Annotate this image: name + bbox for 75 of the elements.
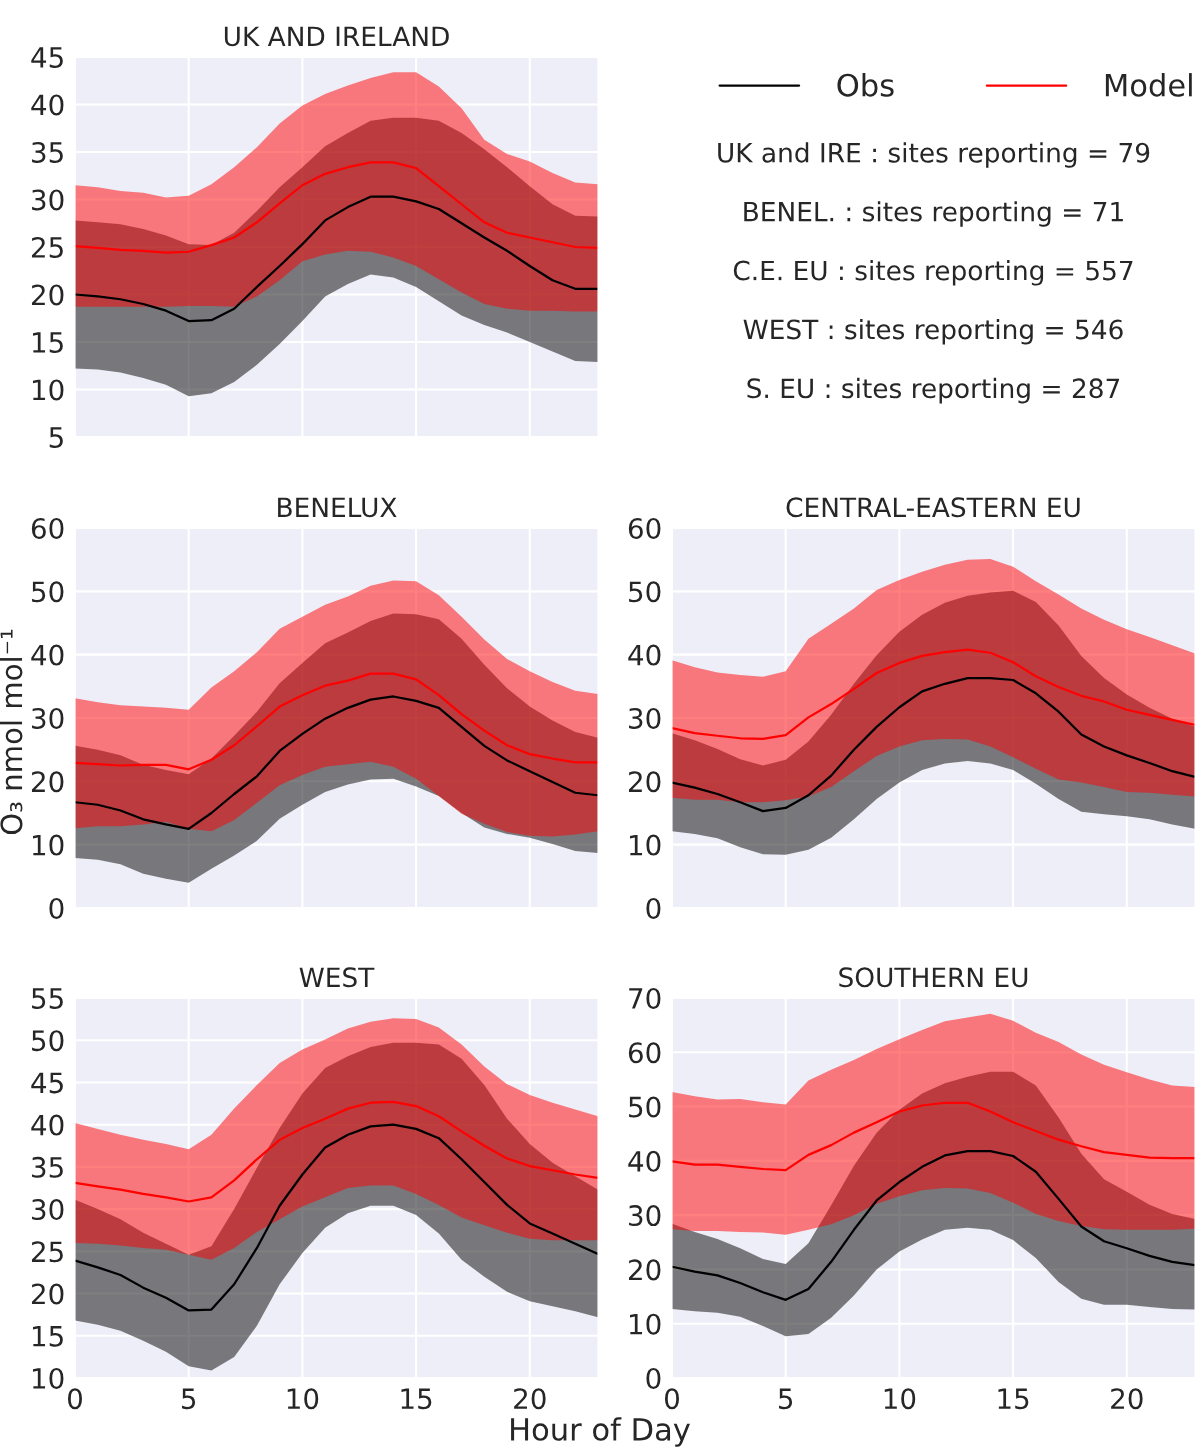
y-tick-label: 40 (628, 644, 661, 666)
line-series (672, 676, 1195, 813)
y-tick-label: 60 (31, 517, 64, 539)
y-tick-label: 0 (646, 1367, 661, 1389)
y-tick-label: 20 (31, 1283, 64, 1305)
y-tick-label: 30 (629, 1205, 661, 1227)
y-tick-label: 30 (629, 707, 661, 729)
y-tick-label: 10 (32, 834, 64, 856)
legend-label: Model (1105, 73, 1192, 97)
x-tick-label: 20 (514, 1388, 546, 1410)
y-tick-label: 0 (646, 897, 661, 919)
x-tick-label: 5 (182, 1388, 196, 1410)
y-tick-label: 10 (32, 1367, 64, 1389)
y-tick-label: 30 (32, 1199, 64, 1221)
y-tick-label: 20 (31, 284, 64, 306)
y-tick-label: 40 (31, 644, 64, 666)
x-tick-label: 10 (884, 1388, 916, 1410)
y-tick-label: 45 (31, 1072, 63, 1094)
y-tick-label: 50 (629, 581, 661, 603)
y-tick-label: 30 (32, 707, 64, 729)
y-tick-label: 5 (49, 427, 63, 448)
y-tick-label: 40 (31, 1114, 64, 1136)
line-series (75, 672, 598, 771)
y-tick-label: 25 (31, 236, 63, 258)
chart-title: BENELUX (278, 497, 397, 518)
text: C.E. EU : sites reporting = 557 (733, 260, 1133, 286)
line-series (672, 648, 1195, 741)
y-tick-label: 60 (628, 1042, 661, 1064)
y-tick-label: 20 (31, 771, 64, 793)
line-series (75, 1100, 598, 1203)
y-tick-label: 15 (32, 1326, 63, 1347)
y-tick-label: 10 (32, 379, 64, 401)
x-tick-label: 0 (67, 1388, 82, 1410)
y-tick-label: 35 (32, 1156, 63, 1178)
y-tick-label: 10 (629, 1313, 661, 1335)
chart-title: SOUTHERN EU (839, 967, 1028, 988)
y-tick-label: 50 (629, 1096, 661, 1118)
y-tick-label: 30 (32, 189, 64, 211)
y-tick-label: 20 (628, 1259, 661, 1281)
y-tick-label: 15 (32, 332, 63, 353)
chart-title: CENTRAL-EASTERN EU (786, 497, 1080, 518)
y-tick-label: 40 (31, 94, 64, 116)
x-tick-label: 15 (401, 1388, 432, 1410)
x-tick-label: 15 (998, 1388, 1029, 1410)
y-tick-label: 0 (49, 897, 64, 919)
x-tick-label: 5 (779, 1388, 793, 1410)
x-tick-label: 10 (287, 1388, 319, 1410)
y-tick-label: 40 (628, 1150, 661, 1172)
line-series (75, 695, 598, 830)
y-tick-label: 25 (31, 1241, 63, 1263)
y-tick-label: 60 (628, 517, 661, 539)
y-tick-label: 70 (629, 987, 661, 1009)
chart-title: WEST (299, 967, 375, 988)
y-tick-label: 50 (32, 581, 64, 603)
x-tick-label: 0 (664, 1388, 679, 1410)
text: UK and IRE : sites reporting = 79 (718, 142, 1150, 168)
y-tick-label: 35 (32, 141, 63, 163)
text: S. EU : sites reporting = 287 (747, 377, 1120, 404)
x-axis-title: Hour of Day (511, 1417, 690, 1447)
line-series (672, 1101, 1195, 1172)
line-series (672, 1149, 1195, 1301)
y-tick-label: 45 (31, 47, 63, 68)
legend-label: Obs (837, 73, 894, 97)
y-tick-label: 10 (629, 834, 661, 856)
y-tick-label: 55 (32, 988, 63, 1009)
line-series (75, 1123, 598, 1312)
x-tick-label: 20 (1111, 1388, 1143, 1410)
y-tick-label: 20 (628, 771, 661, 793)
line-series (75, 161, 598, 254)
text: BENEL. : sites reporting = 71 (744, 201, 1123, 227)
chart-title: UK AND IRELAND (224, 26, 449, 47)
text: WEST : sites reporting = 546 (743, 318, 1123, 345)
line-series (75, 195, 598, 323)
y-axis-title: O₃ nmol mol⁻¹ (0, 629, 23, 835)
y-tick-label: 50 (32, 1030, 64, 1052)
